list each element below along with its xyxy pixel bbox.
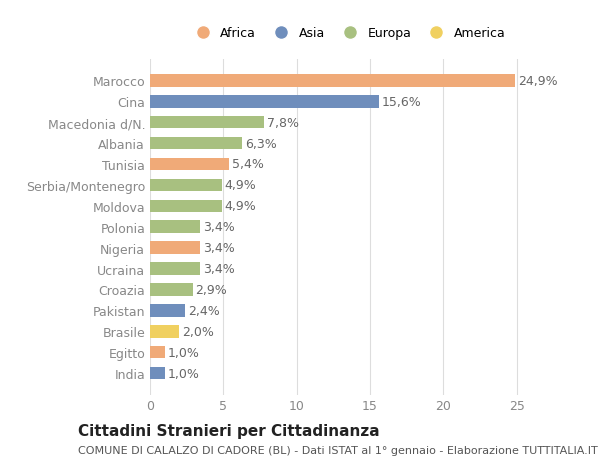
Text: 1,0%: 1,0%: [167, 367, 199, 380]
Bar: [150, 242, 200, 254]
Legend: Africa, Asia, Europa, America: Africa, Asia, Europa, America: [185, 22, 511, 45]
Text: Cittadini Stranieri per Cittadinanza: Cittadini Stranieri per Cittadinanza: [78, 423, 380, 438]
Text: 6,3%: 6,3%: [245, 137, 277, 150]
Bar: [150, 179, 222, 192]
Bar: [150, 221, 200, 234]
Bar: [150, 158, 229, 171]
Bar: [150, 117, 265, 129]
Text: 2,0%: 2,0%: [182, 325, 214, 338]
Text: 15,6%: 15,6%: [382, 95, 421, 108]
Bar: [150, 263, 200, 275]
Bar: [150, 284, 193, 296]
Bar: [150, 304, 185, 317]
Text: 4,9%: 4,9%: [225, 179, 257, 192]
Text: 5,4%: 5,4%: [232, 158, 264, 171]
Bar: [150, 96, 379, 108]
Bar: [150, 325, 179, 338]
Bar: [150, 75, 515, 87]
Text: 3,4%: 3,4%: [203, 263, 235, 275]
Bar: [150, 367, 164, 380]
Text: 7,8%: 7,8%: [268, 117, 299, 129]
Text: 1,0%: 1,0%: [167, 346, 199, 359]
Text: 3,4%: 3,4%: [203, 241, 235, 255]
Bar: [150, 200, 222, 213]
Text: 2,4%: 2,4%: [188, 304, 220, 317]
Text: 24,9%: 24,9%: [518, 75, 558, 88]
Text: 3,4%: 3,4%: [203, 221, 235, 234]
Text: 4,9%: 4,9%: [225, 200, 257, 213]
Bar: [150, 138, 242, 150]
Text: 2,9%: 2,9%: [196, 283, 227, 296]
Text: COMUNE DI CALALZO DI CADORE (BL) - Dati ISTAT al 1° gennaio - Elaborazione TUTTI: COMUNE DI CALALZO DI CADORE (BL) - Dati …: [78, 445, 598, 455]
Bar: [150, 346, 164, 358]
